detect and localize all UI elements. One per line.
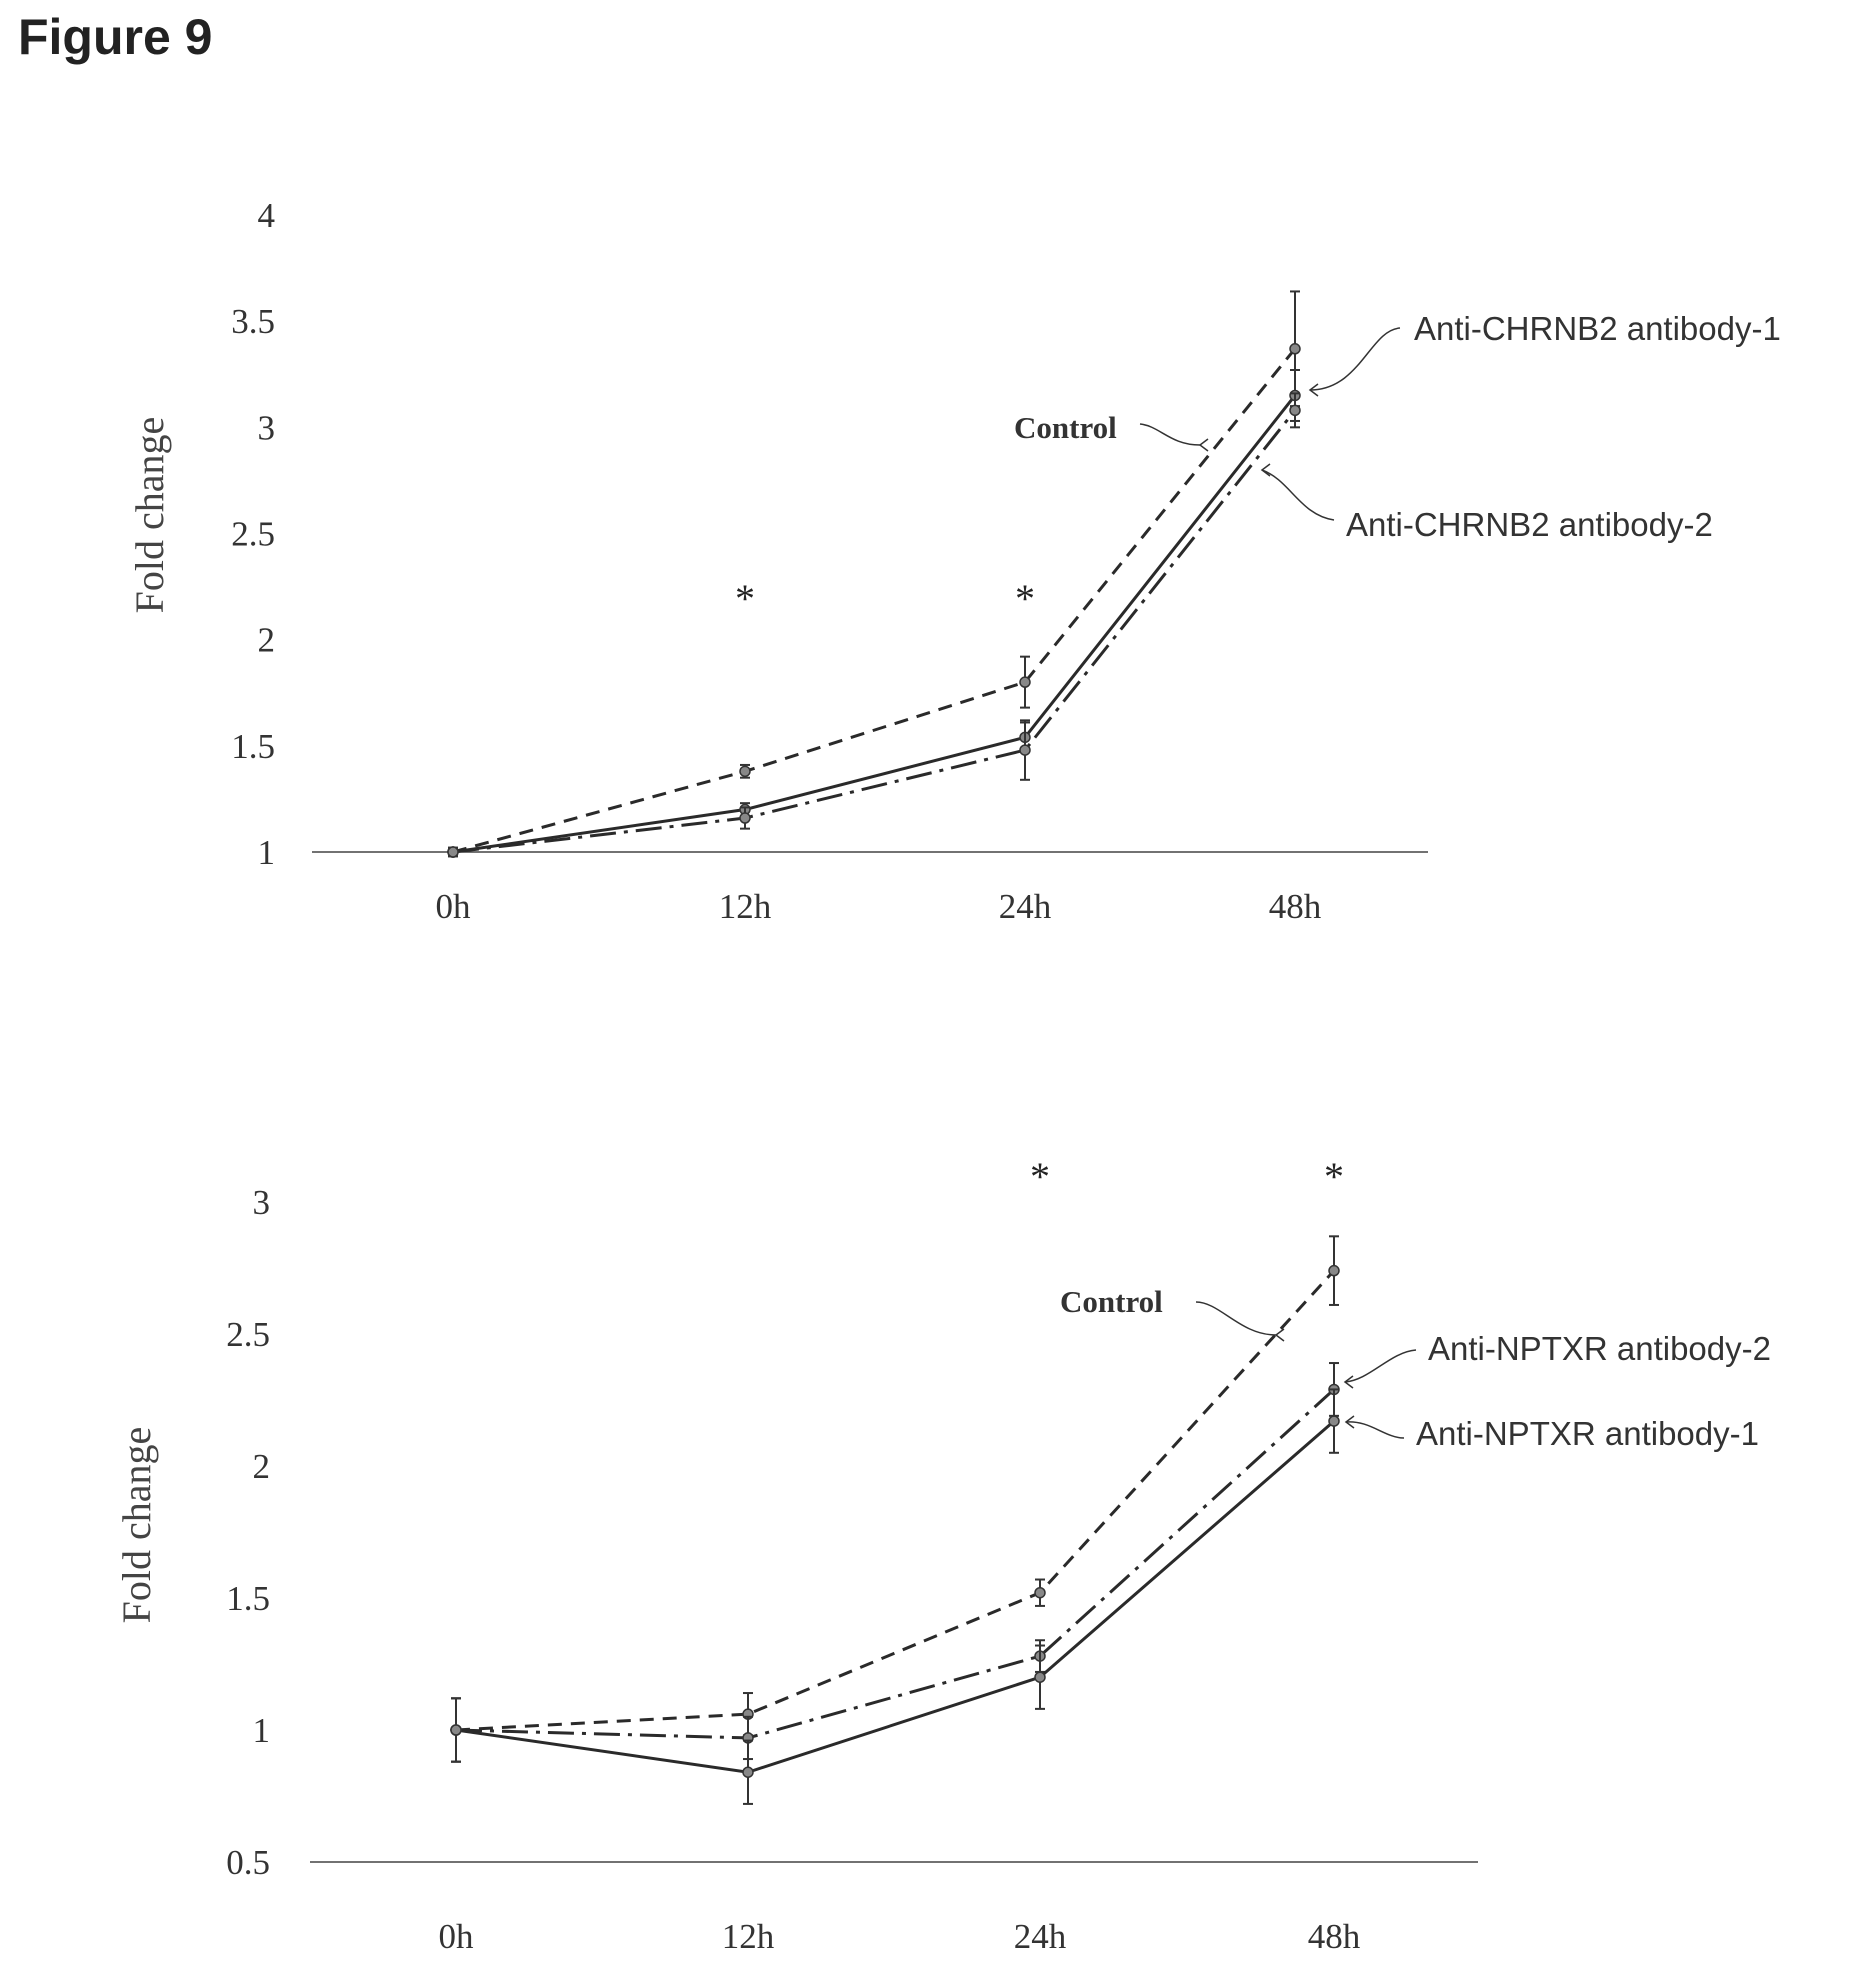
y-tick-label: 3	[253, 1183, 271, 1222]
figure-title: Figure 9	[18, 9, 213, 65]
series-label: Control	[1060, 1284, 1163, 1319]
significance-star: *	[1030, 1154, 1050, 1199]
data-point	[1328, 1264, 1340, 1277]
x-tick-label: 48h	[1308, 1917, 1361, 1956]
series-line	[455, 1419, 1335, 1774]
series-line	[452, 347, 1297, 854]
significance-star: *	[735, 576, 755, 621]
y-tick-label: 2	[253, 1447, 271, 1486]
arrowhead	[1198, 438, 1209, 452]
data-point	[1289, 343, 1301, 355]
significance-star: *	[1015, 576, 1035, 621]
y-tick-label: 1	[258, 833, 276, 872]
data-point	[447, 846, 459, 858]
series-label-arrow	[1344, 1349, 1417, 1383]
x-tick-label: 12h	[719, 887, 772, 926]
data-point	[1019, 676, 1031, 688]
x-tick-label: 24h	[1014, 1917, 1067, 1956]
x-tick-label: 48h	[1269, 887, 1322, 926]
series-label: Anti-NPTXR antibody-2	[1428, 1330, 1771, 1367]
arrowhead	[1274, 1328, 1285, 1342]
series-label: Anti-CHRNB2 antibody-2	[1346, 506, 1713, 543]
y-axis-title: Fold change	[127, 417, 172, 614]
x-tick-label: 0h	[439, 1917, 475, 1956]
y-tick-label: 1.5	[226, 1579, 270, 1618]
arrowhead	[1260, 463, 1271, 477]
data-point	[739, 765, 751, 778]
arrowhead	[1344, 1415, 1355, 1429]
data-point	[1289, 404, 1301, 417]
series-label-arrow	[1261, 469, 1335, 521]
y-tick-label: 1	[253, 1711, 271, 1750]
arrowhead	[1343, 1375, 1354, 1389]
data-point	[1034, 1671, 1046, 1683]
y-tick-label: 3	[258, 408, 276, 447]
y-axis-title: Fold change	[114, 1427, 159, 1624]
x-tick-label: 0h	[436, 887, 472, 926]
arrowhead	[1308, 383, 1319, 397]
series-label-arrow	[1345, 1421, 1405, 1439]
series-label: Control	[1014, 410, 1117, 445]
y-tick-label: 2.5	[226, 1315, 270, 1354]
y-tick-label: 1.5	[231, 727, 275, 766]
data-point	[739, 812, 751, 824]
series-label-arrow	[1195, 1301, 1277, 1336]
data-point	[742, 1766, 754, 1778]
series-label-arrow	[1309, 327, 1401, 391]
y-tick-label: 2.5	[231, 515, 275, 554]
series-label-arrow	[1139, 423, 1201, 446]
significance-star: *	[1324, 1154, 1344, 1199]
series-label: Anti-NPTXR antibody-1	[1416, 1415, 1759, 1452]
series-label: Anti-CHRNB2 antibody-1	[1414, 310, 1781, 347]
series-line	[455, 1388, 1336, 1740]
x-tick-label: 24h	[999, 887, 1052, 926]
data-point	[1034, 1586, 1046, 1599]
y-tick-label: 4	[258, 196, 276, 235]
series-line	[452, 409, 1297, 854]
data-point	[1328, 1415, 1340, 1427]
y-tick-label: 2	[258, 621, 276, 660]
x-tick-label: 12h	[722, 1917, 775, 1956]
series-line	[452, 394, 1297, 854]
y-tick-label: 3.5	[231, 302, 275, 341]
chart-chrnb2: 1 1.5 2 2.5 3 3.5 4 0h 12h 24h 48h Fold change * * Con…	[127, 196, 1781, 926]
series-line	[455, 1269, 1336, 1732]
data-point	[1019, 744, 1031, 756]
data-point	[450, 1724, 462, 1736]
y-tick-label: 0.5	[226, 1843, 270, 1882]
